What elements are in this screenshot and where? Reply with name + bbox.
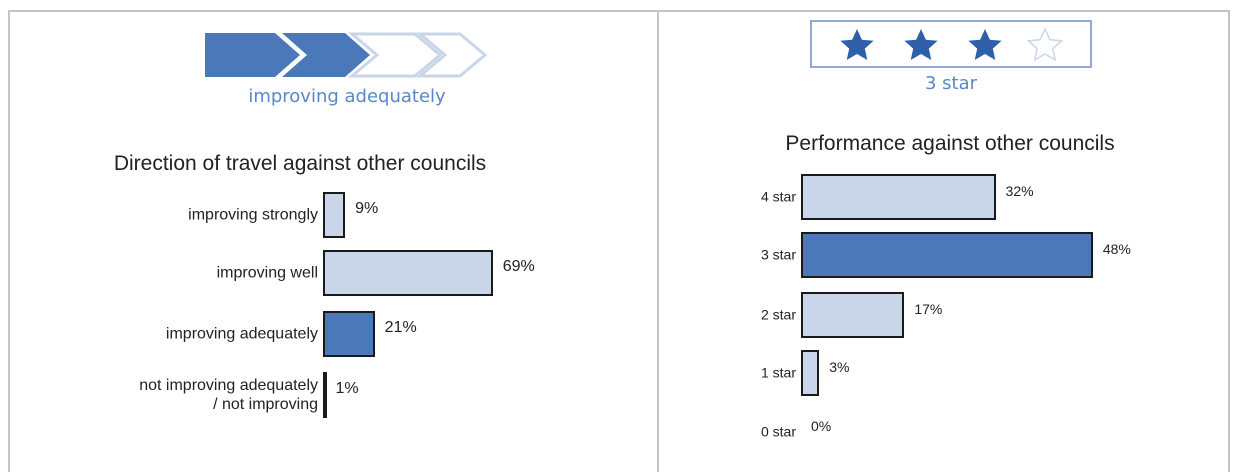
category-label: 4 star (760, 188, 796, 205)
value-label: 69% (502, 258, 535, 275)
value-label: 9% (355, 200, 379, 217)
star-rating-icon (810, 20, 1092, 68)
value-label: 3% (829, 359, 850, 375)
value-label: 0% (811, 418, 832, 434)
chart-title: Direction of travel against other counci… (113, 152, 487, 175)
bar (801, 232, 1093, 278)
category-label: 0 star (760, 423, 796, 440)
right-panel (657, 10, 1230, 472)
category-label: 1 star (760, 364, 796, 381)
value-label: 21% (384, 319, 417, 336)
value-label: 17% (914, 301, 943, 317)
bar (801, 174, 996, 220)
category-label: 2 star (760, 306, 796, 323)
bar (801, 292, 905, 338)
icons (205, 20, 1092, 78)
category-label: improving strongly (188, 206, 318, 224)
bar (323, 192, 346, 238)
direction-icon (205, 32, 488, 78)
bar (801, 350, 820, 396)
bar (323, 372, 327, 418)
category-label: improving adequately (165, 325, 318, 343)
left-panel (8, 10, 659, 472)
chart-title: Performance against other councils (785, 132, 1115, 155)
category-label: improving well (216, 264, 318, 282)
category-label: 3 star (760, 246, 796, 263)
status-label: 3 star (924, 73, 978, 94)
status-label: improving adequately (248, 86, 446, 107)
value-label: 32% (1005, 183, 1034, 199)
category-label: not improving adequately / not improving (139, 376, 318, 413)
value-label: 1% (335, 380, 359, 397)
bar (323, 250, 493, 296)
bar (323, 311, 375, 357)
value-label: 48% (1102, 241, 1131, 257)
